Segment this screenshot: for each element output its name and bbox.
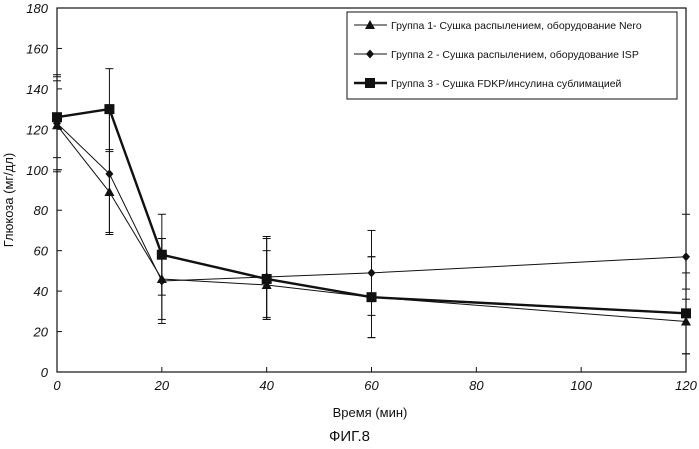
x-tick-label: 100 xyxy=(570,378,592,393)
series-line-3 xyxy=(56,107,687,315)
triangle-marker xyxy=(681,316,691,326)
x-tick-label: 60 xyxy=(364,378,379,393)
legend-entry: Группа 2 - Сушка распылением, оборудован… xyxy=(391,49,639,61)
y-tick-label: 20 xyxy=(33,325,49,340)
x-axis-title: Время (мин) xyxy=(333,405,408,420)
y-tick-label: 100 xyxy=(26,163,48,178)
diamond-marker xyxy=(105,169,114,179)
square-marker xyxy=(681,308,691,319)
x-tick-label: 120 xyxy=(675,378,697,393)
x-tick-label: 40 xyxy=(259,378,274,393)
diamond-marker xyxy=(682,252,690,262)
triangle-marker xyxy=(365,20,375,29)
y-tick-label: 60 xyxy=(34,244,49,259)
y-tick-label: 140 xyxy=(26,82,48,97)
y-tick-label: 40 xyxy=(34,284,49,299)
y-tick-label: 80 xyxy=(34,203,49,218)
legend: Группа 1- Сушка распылением, оборудовани… xyxy=(346,11,678,100)
diamond-marker xyxy=(367,268,376,278)
diamond-marker xyxy=(157,276,166,286)
legend-box xyxy=(346,11,678,100)
y-tick-label: 180 xyxy=(26,1,48,16)
series-markers xyxy=(52,104,691,326)
y-axis-title: Глюкоза (мг/дл) xyxy=(1,153,16,248)
series-line-1 xyxy=(56,124,687,322)
triangle-marker xyxy=(104,187,115,197)
legend-entry: Группа 3 - Сушка FDKP/инсулина сублимаци… xyxy=(391,78,622,90)
y-tick-label: 120 xyxy=(26,122,48,137)
square-marker xyxy=(261,273,272,284)
y-tick-label: 0 xyxy=(41,365,49,380)
legend-entry: Группа 1- Сушка распылением, оборудовани… xyxy=(391,20,642,32)
square-marker xyxy=(52,112,62,123)
square-marker xyxy=(104,104,115,115)
x-tick-label: 80 xyxy=(469,378,484,393)
x-tick-label: 20 xyxy=(154,378,170,393)
diamond-marker xyxy=(366,49,374,59)
square-marker xyxy=(366,292,377,303)
y-tick-label: 160 xyxy=(26,41,48,56)
series-lines xyxy=(56,107,687,322)
square-marker xyxy=(365,78,375,88)
figure-caption: ФИГ.8 xyxy=(329,428,370,445)
series-line-2 xyxy=(56,122,687,282)
ticks: 0 20 40 60 80 100 120 0 20 40 60 80 100 120 140 160 180 xyxy=(26,1,697,393)
triangle-marker xyxy=(261,280,272,290)
error-bars xyxy=(53,68,690,355)
x-tick-label: 0 xyxy=(53,378,61,393)
square-marker xyxy=(156,249,167,260)
